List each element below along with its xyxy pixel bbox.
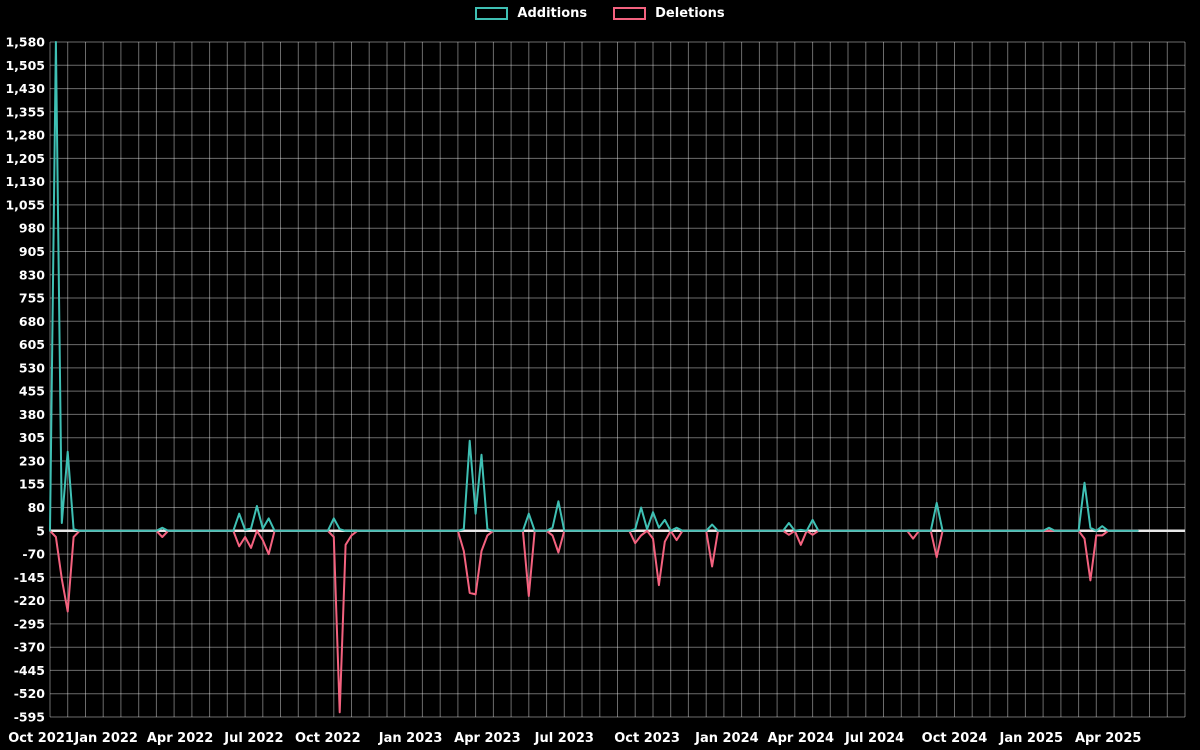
y-tick-label: 1,505	[5, 58, 45, 73]
y-tick-label: 455	[19, 384, 45, 399]
y-tick-label: -295	[14, 616, 45, 631]
x-tick-label: Apr 2023	[454, 731, 521, 746]
y-tick-label: 80	[28, 500, 46, 515]
y-tick-label: 605	[19, 337, 45, 352]
additions-swatch	[475, 7, 509, 20]
y-tick-label: 530	[19, 360, 45, 375]
x-tick-label: Apr 2024	[768, 731, 835, 746]
y-tick-label: 905	[19, 244, 45, 259]
deletions-line	[49, 529, 1139, 714]
x-tick-label: Oct 2021	[8, 731, 74, 746]
y-tick-label: 680	[19, 314, 45, 329]
x-tick-label: Jul 2022	[223, 731, 283, 746]
y-tick-label: 980	[19, 221, 45, 236]
x-tick-label: Jan 2023	[378, 731, 443, 746]
x-tick-label: Jan 2024	[694, 731, 759, 746]
y-tick-label: -520	[14, 686, 46, 701]
y-tick-label: 380	[19, 407, 45, 422]
y-tick-label: 5	[36, 523, 45, 538]
x-tick-label: Jan 2025	[999, 731, 1064, 746]
y-tick-label: -145	[14, 570, 45, 585]
legend-label-additions: Additions	[517, 6, 588, 21]
legend-item-additions[interactable]: Additions	[475, 6, 587, 21]
y-tick-label: 1,055	[5, 197, 45, 212]
y-tick-label: -445	[14, 663, 45, 678]
y-tick-label: -70	[22, 547, 45, 562]
x-tick-label: Oct 2024	[922, 731, 988, 746]
legend-item-deletions[interactable]: Deletions	[613, 6, 725, 21]
x-tick-label: Apr 2022	[147, 731, 214, 746]
x-tick-label: Jul 2023	[534, 731, 594, 746]
x-tick-label: Oct 2022	[295, 731, 361, 746]
y-tick-label: 1,430	[5, 81, 45, 96]
y-tick-label: 830	[19, 267, 45, 282]
y-tick-label: 1,280	[5, 128, 45, 143]
y-tick-label: 305	[19, 430, 45, 445]
x-tick-label: Jan 2022	[73, 731, 138, 746]
legend-label-deletions: Deletions	[655, 6, 725, 21]
chart-legend: Additions Deletions	[0, 6, 1200, 21]
y-tick-label: -370	[14, 640, 46, 655]
y-tick-label: 230	[19, 454, 45, 469]
y-tick-label: -595	[14, 710, 45, 725]
additions-line	[49, 41, 1139, 532]
y-tick-label: 155	[19, 477, 45, 492]
y-tick-label: 1,355	[5, 104, 45, 119]
y-tick-label: 1,580	[5, 35, 45, 50]
y-tick-label: 1,205	[5, 151, 45, 166]
x-tick-label: Jul 2024	[844, 731, 904, 746]
deletions-swatch	[613, 7, 647, 20]
y-tick-label: -220	[14, 593, 46, 608]
y-tick-label: 755	[19, 291, 45, 306]
x-tick-label: Oct 2023	[614, 731, 680, 746]
y-tick-label: 1,130	[5, 174, 45, 189]
x-tick-label: Apr 2025	[1075, 731, 1142, 746]
